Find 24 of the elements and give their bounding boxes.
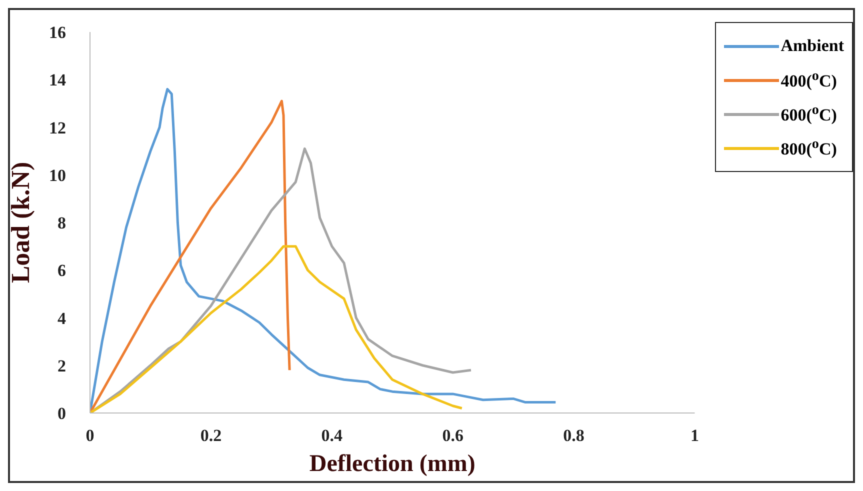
legend-label: Ambient — [780, 36, 844, 56]
y-tick-label: 2 — [58, 356, 66, 376]
y-tick-label: 8 — [58, 214, 66, 233]
y-axis-title: Load (k.N) — [6, 162, 36, 284]
line-series — [90, 245, 464, 413]
x-tick-label: 0.6 — [442, 426, 464, 446]
legend-label: 600($^{o}$C) — [780, 102, 837, 126]
x-tick-label: 1 — [690, 426, 699, 446]
x-tick-label: 0.2 — [200, 426, 222, 446]
y-tick-label: 12 — [49, 118, 66, 138]
y-tick-label: 4 — [58, 308, 66, 328]
line-series — [90, 147, 472, 413]
y-tick-label: 6 — [58, 261, 66, 280]
x-tick-label: 0 — [86, 426, 94, 446]
legend-label: 800($^{o}$C) — [780, 136, 837, 160]
line-series — [90, 100, 291, 413]
y-tick-label: 16 — [49, 23, 66, 42]
y-tick-label: 0 — [58, 404, 66, 424]
x-tick-label: 0.4 — [321, 426, 344, 446]
x-tick-label: 0.8 — [563, 426, 584, 446]
x-axis-title: Deflection (mm) — [309, 451, 476, 477]
legend-label: 400($^{o}$C) — [780, 68, 837, 92]
y-tick-label: 10 — [49, 166, 66, 185]
y-tick-label: 14 — [49, 70, 66, 90]
